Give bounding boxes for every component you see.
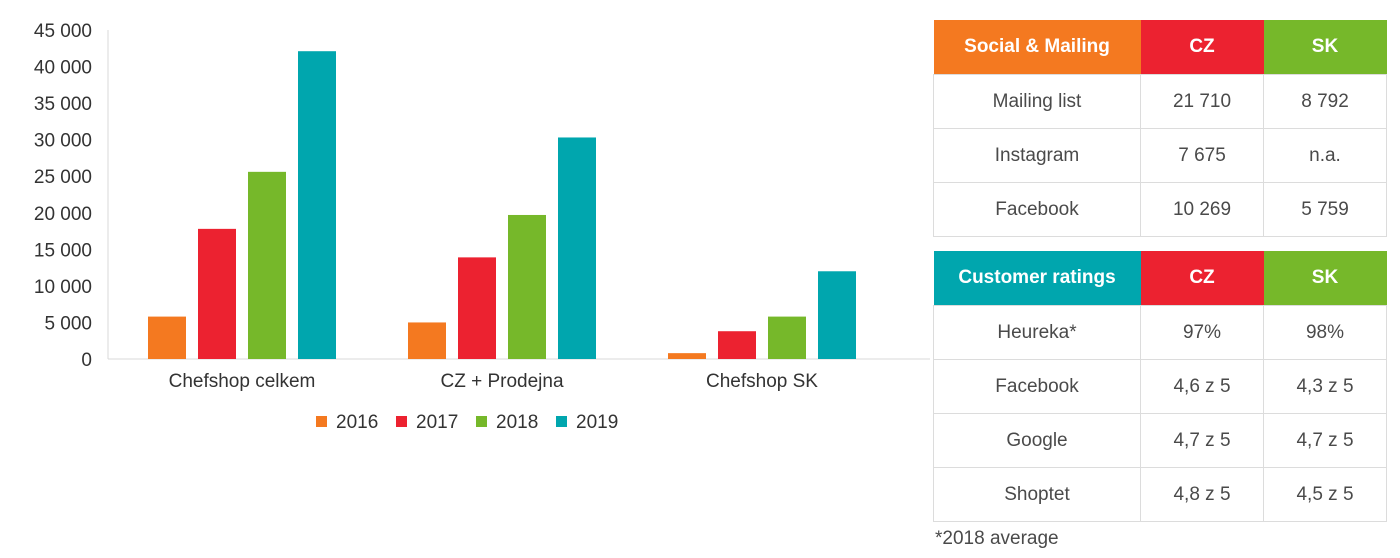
table-row: Facebook 10 269 5 759 — [933, 182, 1387, 237]
legend-swatch-2017 — [396, 416, 407, 427]
legend-label-2017: 2017 — [416, 412, 458, 433]
y-tick-label: 40 000 — [34, 58, 92, 79]
bar-2017 — [198, 228, 236, 359]
row-label: Instagram — [933, 128, 1141, 183]
cz-value: 4,7 z 5 — [1140, 413, 1264, 468]
bar-2018 — [768, 316, 806, 359]
customer-ratings-table: Customer ratings CZ SK Heureka* 97% 98% … — [933, 251, 1387, 522]
cz-value: 97% — [1140, 305, 1264, 360]
legend-swatch-2019 — [556, 416, 567, 427]
social-mailing-table: Social & Mailing CZ SK Mailing list 21 7… — [933, 20, 1387, 237]
row-label: Google — [933, 413, 1141, 468]
sk-value: 4,5 z 5 — [1263, 467, 1387, 522]
bar-2017 — [718, 331, 756, 359]
y-tick-label: 25 000 — [34, 167, 92, 188]
row-label: Shoptet — [933, 467, 1141, 522]
sk-value: 8 792 — [1263, 74, 1387, 129]
row-label: Mailing list — [933, 74, 1141, 129]
social-header-label: Social & Mailing — [933, 20, 1141, 75]
bar-2019 — [298, 51, 336, 360]
x-category-label: CZ + Prodejna — [440, 371, 563, 392]
cz-value: 4,6 z 5 — [1140, 359, 1264, 414]
cz-value: 21 710 — [1140, 74, 1264, 129]
legend-label-2018: 2018 — [496, 412, 538, 433]
bar-2019 — [818, 271, 856, 359]
footnote: *2018 average — [935, 528, 1059, 549]
y-tick-label: 15 000 — [34, 240, 92, 261]
ratings-header-label: Customer ratings — [933, 251, 1141, 306]
cz-value: 7 675 — [1140, 128, 1264, 183]
y-tick-label: 45 000 — [34, 21, 92, 42]
social-header-cz: CZ — [1140, 20, 1264, 75]
sk-value: 4,7 z 5 — [1263, 413, 1387, 468]
legend-label-2019: 2019 — [576, 412, 618, 433]
social-header-sk: SK — [1263, 20, 1387, 75]
sk-value: 98% — [1263, 305, 1387, 360]
y-tick-label: 35 000 — [34, 94, 92, 115]
sk-value: 4,3 z 5 — [1263, 359, 1387, 414]
table-row: Facebook 4,6 z 5 4,3 z 5 — [933, 359, 1387, 414]
table-row: Mailing list 21 710 8 792 — [933, 74, 1387, 129]
row-label: Facebook — [933, 359, 1141, 414]
bar-2019 — [558, 137, 596, 359]
table-row: Heureka* 97% 98% — [933, 305, 1387, 360]
y-tick-label: 0 — [81, 350, 92, 371]
sk-value: 5 759 — [1263, 182, 1387, 237]
x-category-label: Chefshop celkem — [169, 371, 316, 392]
row-label: Facebook — [933, 182, 1141, 237]
bar-chart: 0 5 000 10 000 15 000 20 000 25 000 30 000 35 0… — [34, 21, 930, 433]
table-row: Google 4,7 z 5 4,7 z 5 — [933, 413, 1387, 468]
y-tick-label: 30 000 — [34, 131, 92, 152]
bar-2017 — [458, 257, 496, 359]
bar-2018 — [248, 171, 286, 359]
y-tick-label: 10 000 — [34, 277, 92, 298]
legend-swatch-2018 — [476, 416, 487, 427]
bar-2016 — [148, 316, 186, 359]
ratings-header-sk: SK — [1263, 251, 1387, 306]
legend-swatch-2016 — [316, 416, 327, 427]
row-label: Heureka* — [933, 305, 1141, 360]
table-row: Shoptet 4,8 z 5 4,5 z 5 — [933, 467, 1387, 522]
y-tick-label: 20 000 — [34, 204, 92, 225]
cz-value: 10 269 — [1140, 182, 1264, 237]
y-tick-label: 5 000 — [44, 313, 92, 334]
cz-value: 4,8 z 5 — [1140, 467, 1264, 522]
ratings-header-cz: CZ — [1140, 251, 1264, 306]
bar-2016 — [668, 353, 706, 359]
legend-label-2016: 2016 — [336, 412, 378, 433]
bar-2016 — [408, 322, 446, 359]
x-category-label: Chefshop SK — [706, 371, 818, 392]
sk-value: n.a. — [1263, 128, 1387, 183]
table-row: Instagram 7 675 n.a. — [933, 128, 1387, 183]
bar-2018 — [508, 214, 546, 359]
